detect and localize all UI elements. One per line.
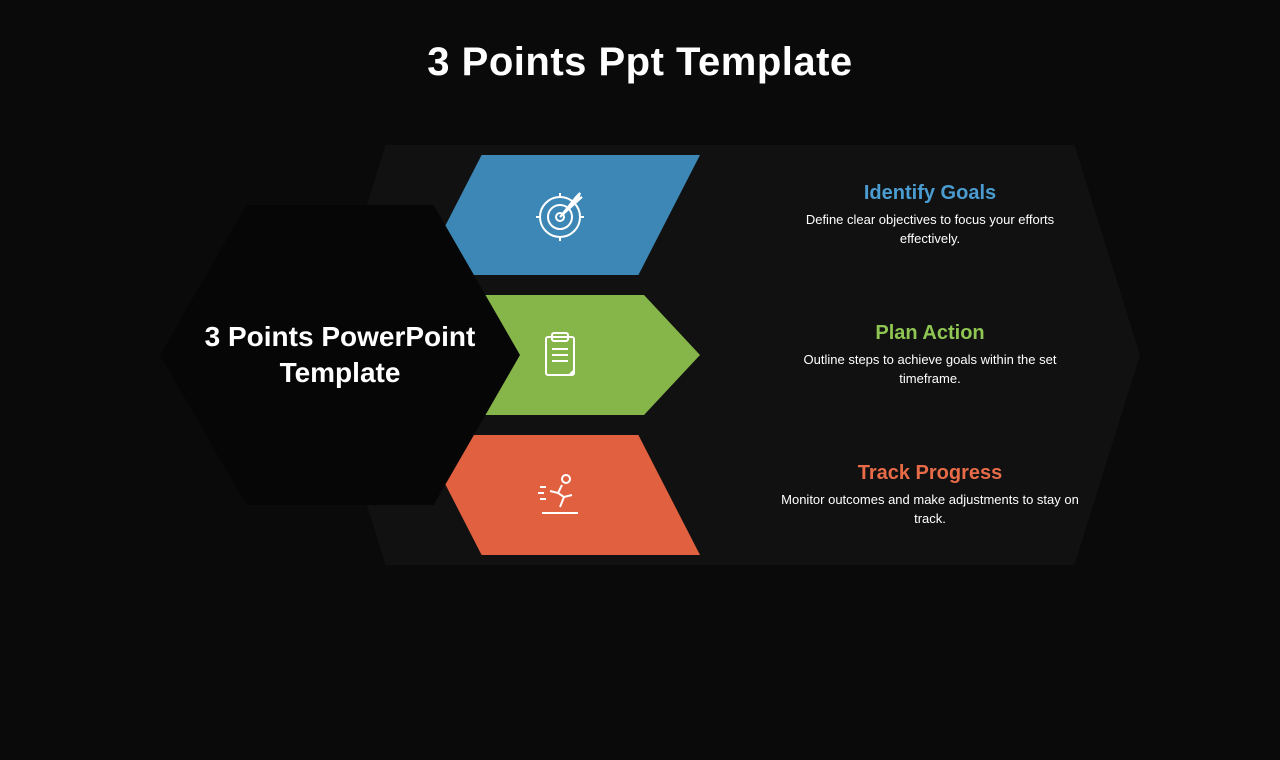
point-desc-1: Define clear objectives to focus your ef… [780, 211, 1080, 247]
runner-icon [528, 463, 592, 527]
clipboard-icon [528, 323, 592, 387]
page-title: 3 Points Ppt Template [0, 40, 1280, 85]
point-text-2: Plan Action Outline steps to achieve goa… [780, 322, 1080, 387]
point-text-3: Track Progress Monitor outcomes and make… [780, 462, 1080, 527]
point-row-3: Track Progress Monitor outcomes and make… [420, 435, 1100, 555]
point-desc-2: Outline steps to achieve goals within th… [780, 351, 1080, 387]
point-title-1: Identify Goals [780, 182, 1080, 205]
target-icon [528, 183, 592, 247]
point-title-3: Track Progress [780, 462, 1080, 485]
main-hexagon-text: 3 Points PowerPoint Template [160, 319, 520, 392]
point-desc-3: Monitor outcomes and make adjustments to… [780, 491, 1080, 527]
diagram-container: Identify Goals Define clear objectives t… [140, 125, 1140, 625]
point-title-2: Plan Action [780, 322, 1080, 345]
point-row-2: Plan Action Outline steps to achieve goa… [420, 295, 1100, 415]
point-row-1: Identify Goals Define clear objectives t… [420, 155, 1100, 275]
point-text-1: Identify Goals Define clear objectives t… [780, 182, 1080, 247]
